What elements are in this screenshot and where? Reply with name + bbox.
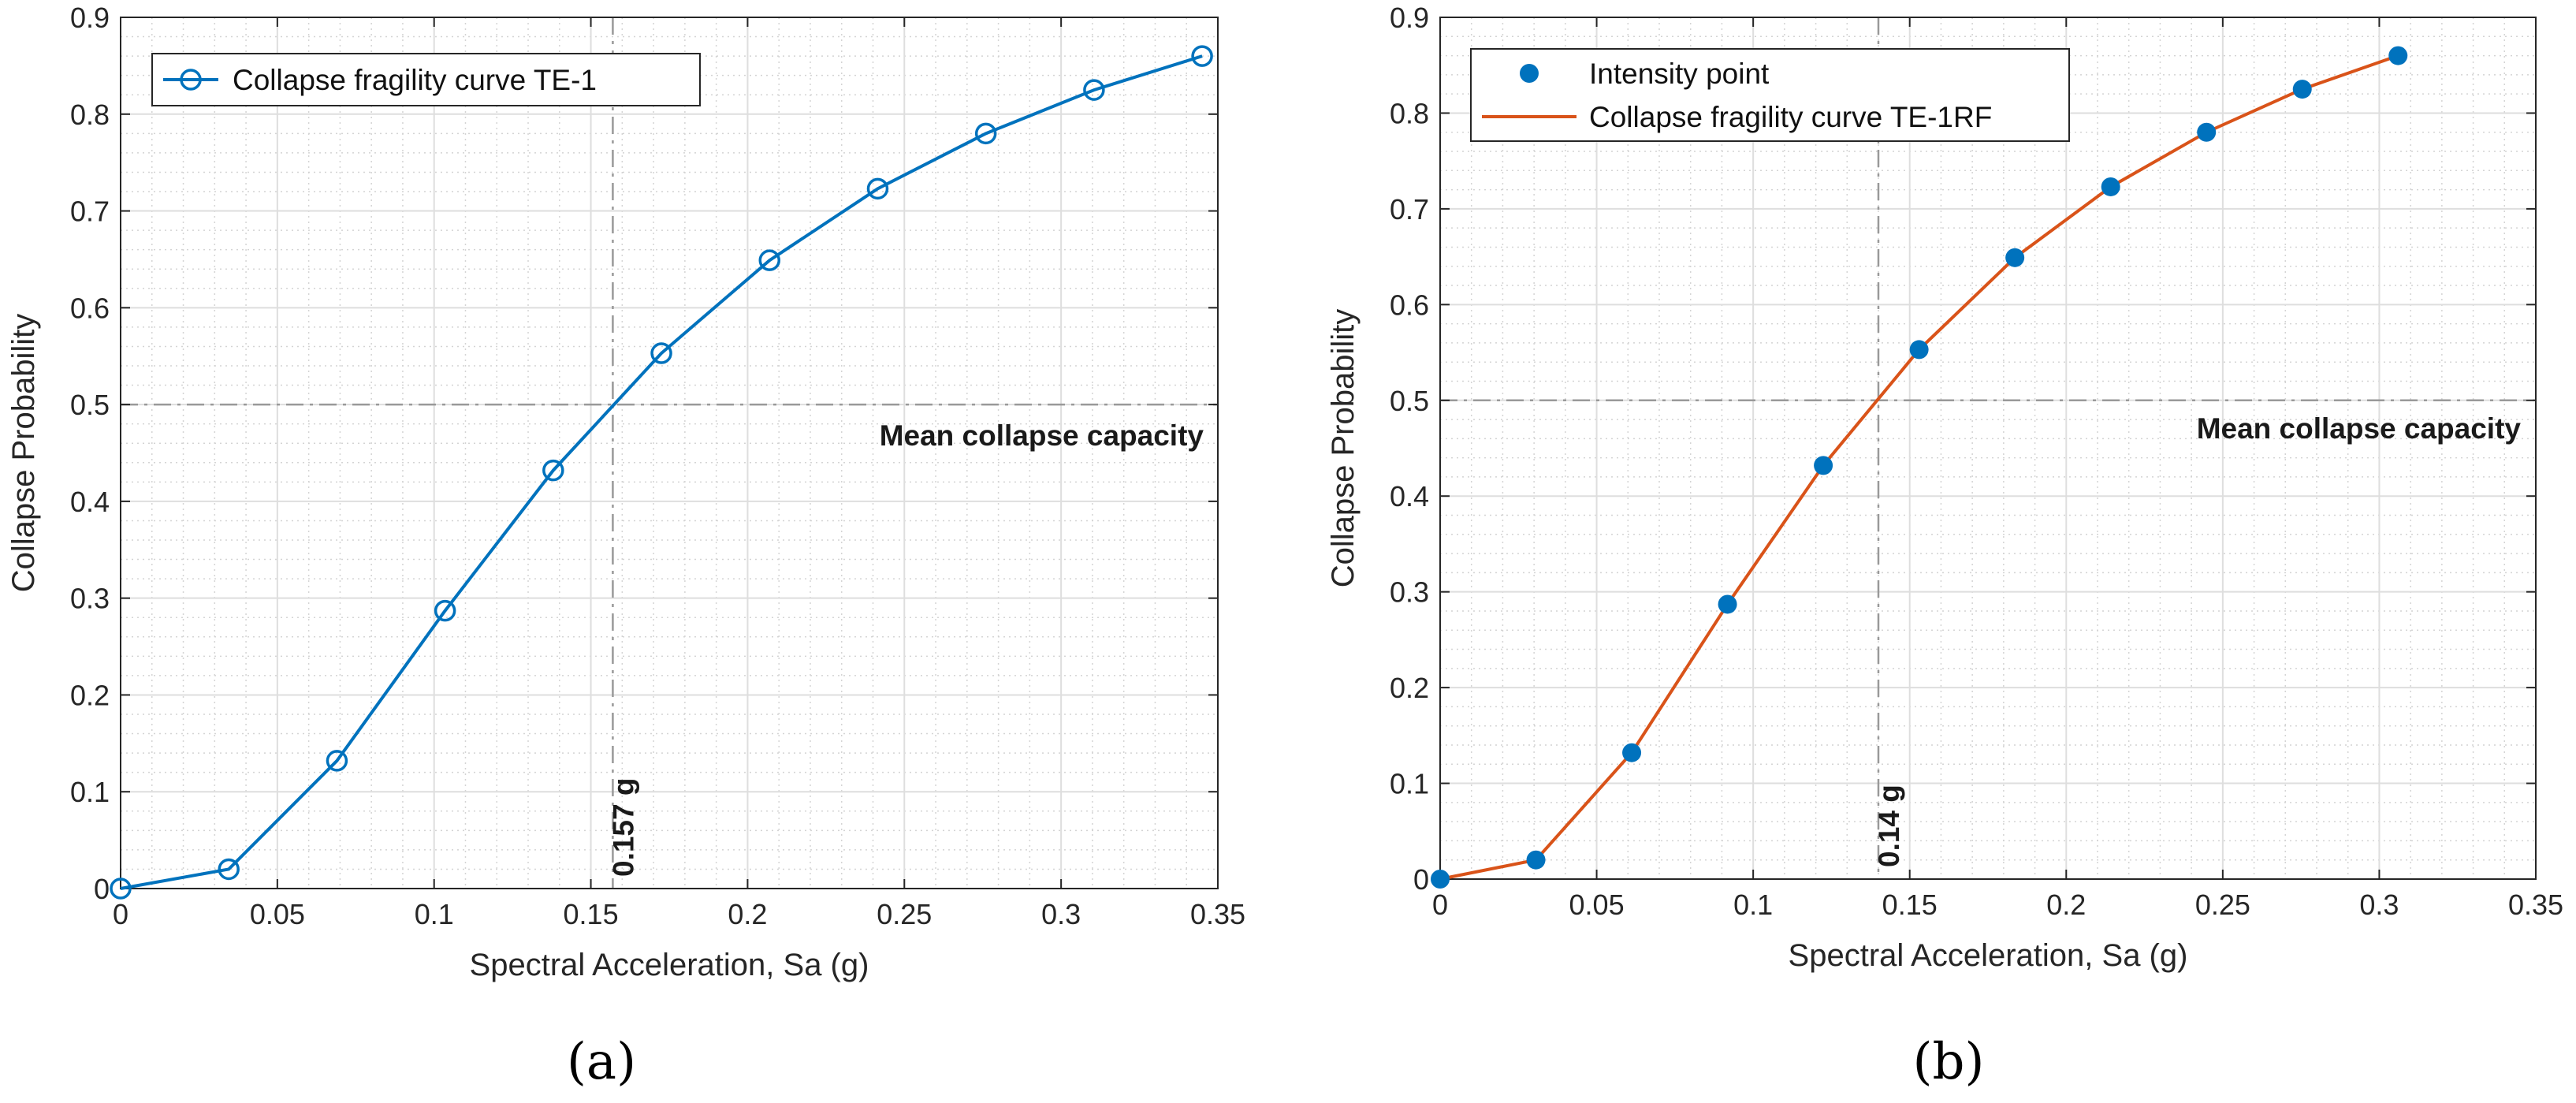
panel-a-data-point [1083,79,1105,101]
panel-b-y-tick-label: 0.9 [1390,2,1429,34]
panel-b-x-tick-label: 0.1 [1733,889,1773,921]
panel-b-intensity-point [2101,177,2120,196]
panel-b-x-tick-label: 0.15 [1882,889,1938,921]
panel-b-y-tick-label: 0 [1413,863,1429,896]
panel-a-markers [110,45,1213,900]
panel-b: 0 0.05 0.1 0.15 0.2 0.25 0.3 0.35 0 0.1 0.2 0.3 0.4… [1326,2,2563,1091]
panel-a-y-tick-label: 0.3 [70,583,110,615]
panel-a-plot-background [121,17,1218,889]
panel-b-intensity-point [2388,46,2408,65]
panel-a-data-point [1191,45,1213,67]
panel-b-y-tick-label: 0.8 [1390,97,1429,129]
panel-a-data-point [542,459,564,482]
panel-a-legend: Collapse fragility curve TE-1 [151,53,701,106]
panel-b-x-axis-label: Spectral Acceleration, Sa (g) [1789,938,2188,973]
panel-a-x-tick-label: 0.1 [415,898,454,930]
panel-a-y-tick-label: 0.7 [70,196,110,228]
panel-b-intensity-point [2292,80,2312,99]
panel-b-x-tick-label: 0.35 [2508,889,2563,921]
panel-b-legend-point-swatch [1520,64,1539,83]
panel-a-data-point [974,122,997,145]
panel-b-legend: Intensity point Collapse fragility curve… [1470,48,2070,142]
panel-b-intensity-points [1431,46,2408,889]
panel-a-y-axis-label: Collapse Probability [6,314,41,593]
panel-a: 0 0.05 0.1 0.15 0.2 0.25 0.3 0.35 0 0.1 0.2 0.3 0.4… [6,2,1245,1091]
panel-b-x-tick-label: 0.05 [1569,889,1625,921]
panel-b-y-tick-label: 0.6 [1390,289,1429,321]
panel-a-y-tick-label: 0.2 [70,679,110,711]
panel-a-x-tick-label: 0.15 [564,898,619,930]
panel-b-intensity-point [1718,594,1737,614]
panel-b-axes-box [1439,17,2537,880]
panel-b-intensity-point [1431,870,1450,889]
panel-b-plot-background [1440,17,2536,879]
panel-b-y-axis-label: Collapse Probability [1326,309,1361,588]
panel-b-intensity-point [1622,743,1642,762]
panel-a-mean-value-label: 0.157 g [607,778,639,877]
panel-a-mean-collapse-label: Mean collapse capacity [880,419,1204,452]
panel-b-y-tick-label: 0.4 [1390,480,1429,512]
panel-a-y-tick-label: 0.4 [70,486,110,518]
panel-a-data-point [110,878,132,900]
panel-b-x-tick-label: 0.2 [2046,889,2086,921]
panel-a-x-ticks: 0 0.05 0.1 0.15 0.2 0.25 0.3 0.35 [113,17,1245,930]
panel-a-x-tick-label: 0.2 [728,898,767,930]
panel-a-x-tick-label: 0.35 [1190,898,1245,930]
panel-b-mean-value-label: 0.14 g [1873,784,1905,867]
panel-b-legend-entry-curve: Collapse fragility curve TE-1RF [1589,101,1992,133]
panel-b-intensity-point [1909,340,1929,360]
panel-a-y-tick-label: 0.1 [70,776,110,808]
panel-a-legend-marker-swatch [180,69,202,91]
panel-b-y-tick-label: 0.5 [1390,385,1429,417]
panel-a-x-tick-label: 0.05 [250,898,305,930]
panel-b-mean-collapse-label: Mean collapse capacity [2197,412,2522,445]
panel-b-intensity-point [1526,850,1546,870]
panel-a-x-axis-label: Spectral Acceleration, Sa (g) [470,948,869,982]
panel-b-x-tick-label: 0.3 [2359,889,2399,921]
panel-a-label: (a) [567,1033,636,1091]
panel-a-x-tick-label: 0 [113,898,128,930]
panel-a-data-point [218,858,240,881]
panel-b-intensity-point [2197,122,2217,142]
panel-a-axes-box [120,17,1219,889]
panel-b-x-tick-label: 0 [1432,889,1448,921]
panel-b-legend-entry-points: Intensity point [1589,58,1770,90]
panel-a-data-point [434,599,456,622]
panel-a-y-tick-label: 0.8 [70,99,110,131]
panel-b-intensity-point [2005,248,2025,267]
panel-a-data-point [866,177,889,200]
panel-a-data-point [758,249,781,271]
panel-a-x-tick-label: 0.3 [1041,898,1081,930]
panel-a-y-ticks: 0 0.1 0.2 0.3 0.4 0.5 0.6 0.7 0.8 0.9 [70,2,1218,905]
panel-a-data-point [650,342,672,364]
panel-b-y-tick-label: 0.7 [1390,193,1429,225]
panel-a-data-point [326,750,348,772]
panel-a-legend-box [151,53,701,106]
panel-a-y-tick-label: 0 [94,873,110,905]
panel-b-x-tick-label: 0.25 [2195,889,2250,921]
panel-b-legend-box [1470,48,2070,142]
panel-b-y-tick-label: 0.3 [1390,576,1429,609]
panel-b-intensity-point [1814,456,1833,475]
panel-a-y-tick-label: 0.9 [70,2,110,34]
panel-a-y-tick-label: 0.5 [70,389,110,421]
panel-b-y-tick-label: 0.1 [1390,768,1429,800]
panel-b-x-ticks: 0 0.05 0.1 0.15 0.2 0.25 0.3 0.35 [1432,17,2563,921]
panel-a-x-tick-label: 0.25 [877,898,932,930]
panel-b-label: (b) [1913,1033,1985,1091]
panel-b-minor-grid [1440,17,2536,879]
panel-a-y-tick-label: 0.6 [70,292,110,324]
panel-b-y-tick-label: 0.2 [1390,672,1429,704]
panel-a-fragility-curve-line [120,54,1203,890]
panel-a-legend-entry: Collapse fragility curve TE-1 [233,64,597,96]
